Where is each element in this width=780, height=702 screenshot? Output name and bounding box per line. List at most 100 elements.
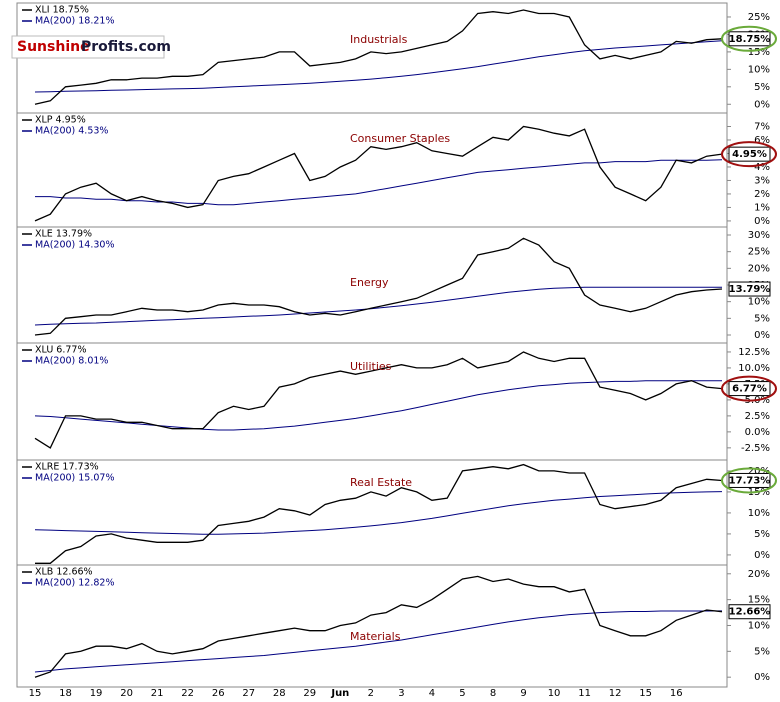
legend-label: XLB 12.66% — [35, 567, 93, 578]
series-line — [34, 9, 723, 105]
y-tick-label: 25% — [748, 12, 770, 23]
y-tick-label: 30% — [748, 230, 770, 241]
highlight-ring — [721, 375, 777, 402]
legend-label: MA(200) 18.21% — [35, 16, 114, 27]
x-tick-label: 3 — [398, 688, 404, 699]
series-line — [34, 286, 722, 326]
end-label-box — [728, 281, 771, 297]
logo-box — [11, 35, 165, 59]
panel-title: Real Estate — [350, 476, 412, 489]
end-label: 17.73% — [729, 475, 771, 486]
legend-label: XLP 4.95% — [35, 115, 86, 126]
y-tick-label: 20% — [748, 263, 770, 274]
x-tick-label: 4 — [429, 688, 435, 699]
series-line — [34, 610, 723, 673]
x-tick-label: 20 — [120, 688, 133, 699]
logo-brand: Sunshine — [17, 39, 90, 55]
y-tick-label: 1% — [754, 202, 770, 213]
end-label: 6.77% — [732, 384, 767, 395]
y-tick-label: 5% — [754, 82, 770, 93]
x-tick-label: 28 — [273, 688, 286, 699]
y-tick-label: 5% — [754, 646, 770, 657]
x-tick-label: 12 — [609, 688, 622, 699]
x-tick-label: 15 — [639, 688, 652, 699]
x-tick-label: 8 — [490, 688, 496, 699]
legend-label: XLU 6.77% — [35, 345, 86, 356]
x-tick-label: 18 — [59, 688, 72, 699]
end-label-box — [728, 381, 771, 397]
y-tick-label: 25% — [748, 247, 770, 258]
y-tick-label: -2.5% — [741, 443, 770, 454]
end-label: 12.66% — [729, 607, 771, 618]
y-tick-label: 10% — [748, 297, 770, 308]
y-tick-label: 20% — [748, 569, 770, 580]
x-tick-label: 29 — [303, 688, 316, 699]
y-tick-label: 0% — [754, 330, 770, 341]
highlight-ring — [721, 467, 777, 494]
panel-title: Energy — [350, 276, 389, 289]
series-line — [34, 351, 723, 449]
logo-site: Profits.com — [81, 39, 171, 55]
panel-title: Utilities — [350, 360, 392, 373]
y-tick-label: 3% — [754, 175, 770, 186]
end-label: 13.79% — [729, 284, 771, 295]
x-tick-label: 9 — [520, 688, 526, 699]
x-tick-label: 19 — [90, 688, 103, 699]
x-tick-label: 10 — [548, 688, 561, 699]
end-label-box — [728, 146, 771, 162]
end-label-box — [728, 604, 771, 620]
x-tick-label: 22 — [181, 688, 194, 699]
series-line — [34, 380, 722, 431]
y-tick-label: 7% — [754, 121, 770, 132]
y-tick-label: 0% — [754, 672, 770, 683]
legend-label: MA(200) 8.01% — [35, 356, 108, 367]
x-tick-label: 5 — [459, 688, 465, 699]
y-tick-label: 5% — [754, 313, 770, 324]
y-tick-label: 10% — [748, 508, 770, 519]
panel-title: Consumer Staples — [350, 132, 450, 145]
x-tick-label: 21 — [151, 688, 164, 699]
series-line — [34, 40, 723, 93]
y-tick-label: 0% — [754, 99, 770, 110]
y-tick-label: 10% — [748, 620, 770, 631]
y-tick-label: 15% — [748, 595, 770, 606]
y-tick-label: 6% — [754, 135, 770, 146]
series-line — [34, 575, 723, 678]
legend-label: MA(200) 14.30% — [35, 240, 114, 251]
end-label: 4.95% — [732, 149, 767, 160]
panel-frame — [16, 564, 728, 688]
legend-label: XLE 13.79% — [35, 229, 92, 240]
series-line — [35, 159, 723, 206]
series-line — [35, 463, 723, 564]
y-tick-label: 20% — [748, 466, 770, 477]
x-tick-label: 26 — [212, 688, 225, 699]
end-label: 18.75% — [729, 34, 771, 45]
legend-label: XLRE 17.73% — [35, 462, 99, 473]
highlight-ring — [721, 25, 777, 52]
y-tick-label: 0% — [754, 216, 770, 227]
y-tick-label: 4% — [754, 162, 770, 173]
y-tick-label: 10% — [748, 64, 770, 75]
y-tick-label: 12.5% — [738, 347, 770, 358]
y-tick-label: 10.0% — [738, 363, 770, 374]
series-line — [34, 491, 723, 535]
series-line — [34, 125, 723, 222]
y-tick-label: 5% — [754, 529, 770, 540]
logo: Sunshine Profits.com — [11, 35, 171, 59]
highlight-ring — [721, 141, 777, 168]
x-tick-label: Jun — [330, 688, 349, 699]
y-tick-label: 2% — [754, 189, 770, 200]
end-label-box — [728, 31, 771, 47]
legend-label: MA(200) 15.07% — [35, 473, 114, 484]
x-tick-label: 11 — [578, 688, 591, 699]
legend-label: XLI 18.75% — [35, 5, 89, 16]
x-tick-label: 16 — [670, 688, 683, 699]
series-line — [34, 237, 723, 336]
y-tick-label: 15% — [748, 47, 770, 58]
end-label-box — [728, 472, 771, 488]
legend-label: MA(200) 4.53% — [35, 126, 108, 137]
x-tick-label: 15 — [29, 688, 42, 699]
legend-label: MA(200) 12.82% — [35, 578, 114, 589]
panel-title: Materials — [350, 630, 401, 643]
